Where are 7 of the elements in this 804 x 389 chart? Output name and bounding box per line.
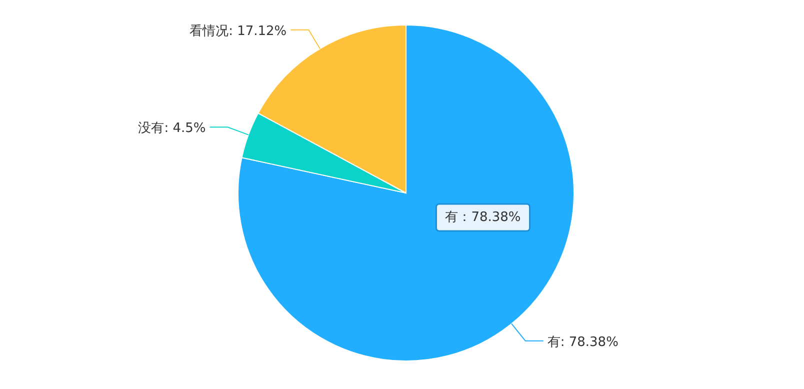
annotation: 有：78.38%: [435, 203, 531, 232]
data-label: : 17.12%: [228, 24, 287, 39]
slice-label: 看情况: [190, 24, 229, 39]
slice-label: 有: [547, 334, 560, 350]
data-label: : 4.5%: [164, 121, 206, 136]
slice-label: 没有: [138, 121, 164, 136]
data-label: : 78.38%: [560, 334, 618, 350]
